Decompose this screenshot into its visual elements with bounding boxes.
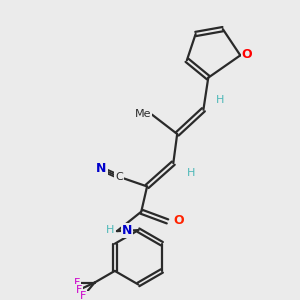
- Text: N: N: [122, 224, 132, 237]
- Text: H: H: [216, 95, 224, 105]
- Text: H: H: [106, 225, 114, 235]
- Text: H: H: [187, 168, 195, 178]
- Text: O: O: [173, 214, 184, 227]
- Text: F: F: [76, 285, 82, 295]
- Text: C: C: [115, 172, 123, 182]
- Text: F: F: [80, 291, 87, 300]
- Text: O: O: [242, 48, 252, 61]
- Text: N: N: [96, 163, 106, 176]
- Text: F: F: [74, 278, 80, 288]
- Text: Me: Me: [134, 109, 151, 118]
